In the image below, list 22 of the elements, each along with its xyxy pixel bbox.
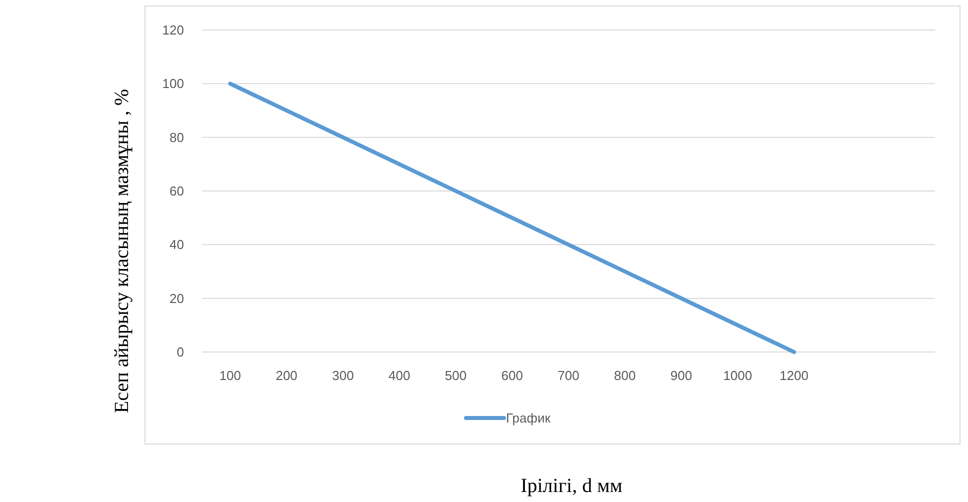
y-tick-label: 80 — [170, 130, 184, 145]
y-axis-title: Есеп айырысу класының мазмұны , % — [111, 88, 133, 414]
y-tick-label: 40 — [170, 237, 184, 252]
x-tick-label: 600 — [501, 368, 523, 383]
x-axis-title: Ірілігі, d мм — [520, 475, 623, 497]
x-tick-label: 700 — [558, 368, 580, 383]
y-tick-label: 20 — [170, 290, 184, 306]
line-series — [228, 82, 796, 354]
x-tick-label: 800 — [614, 368, 636, 383]
legend-label: График — [506, 410, 551, 426]
x-tick-label: 500 — [444, 368, 467, 383]
y-tick-label: 60 — [170, 184, 184, 199]
x-tick-label: 100 — [219, 368, 242, 383]
x-tick-label: 1200 — [780, 368, 808, 383]
y-tick-label: 0 — [176, 344, 184, 360]
x-tick-label: 400 — [388, 368, 410, 383]
x-tick-label: 300 — [332, 368, 354, 383]
x-tick-label: 900 — [670, 368, 692, 383]
y-tick-label: 120 — [162, 22, 184, 38]
y-tick-label: 100 — [162, 76, 184, 92]
x-tick-label: 1000 — [723, 368, 752, 383]
x-tick-label: 200 — [276, 368, 298, 383]
